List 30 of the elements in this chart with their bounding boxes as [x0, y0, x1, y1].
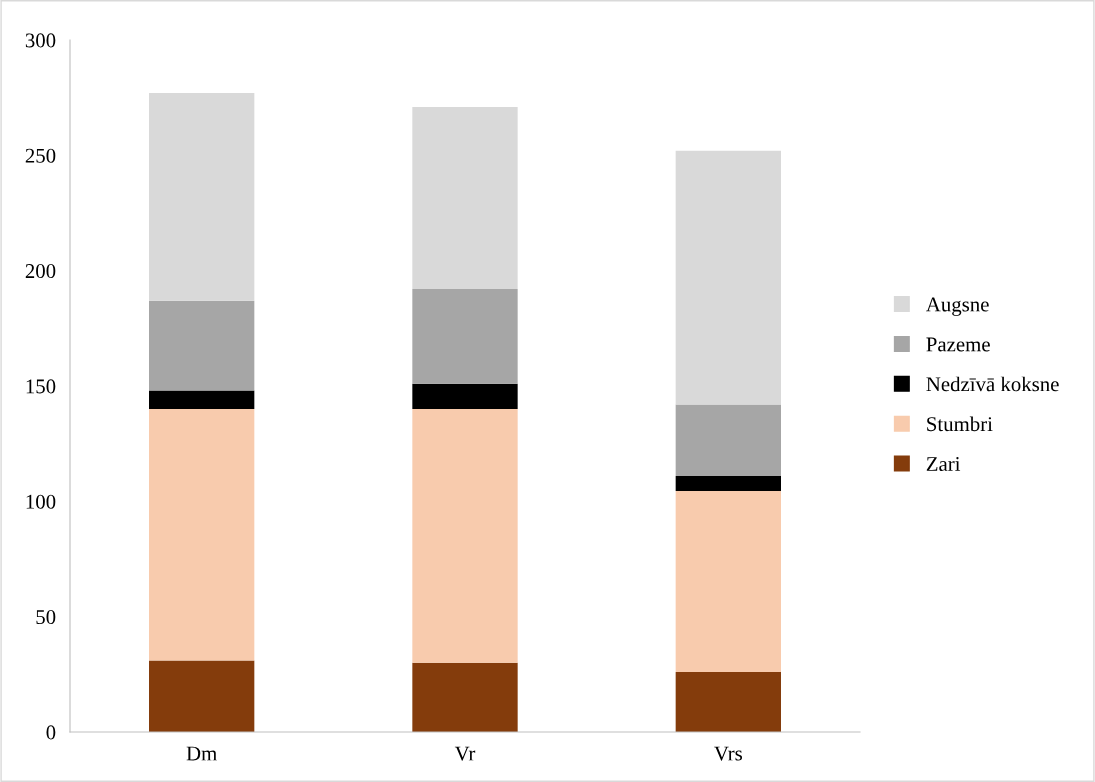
bar — [675, 490, 781, 673]
bar — [675, 672, 781, 732]
bar — [412, 383, 518, 410]
legend-label: Stumbri — [927, 416, 993, 432]
x-tick-label: Dm — [186, 746, 217, 761]
bar — [412, 409, 518, 663]
legend-label: Zari — [926, 457, 961, 472]
bar — [675, 404, 781, 476]
bar — [412, 106, 518, 290]
bar — [149, 660, 255, 732]
y-tick-label: 150 — [26, 379, 56, 394]
x-tick-label: Vr — [454, 746, 476, 761]
bar — [675, 475, 781, 491]
y-tick-label: 100 — [26, 494, 56, 509]
bar — [149, 300, 255, 391]
y-tick-label: 50 — [36, 610, 56, 625]
legend-label: Nedzīvā koksne — [926, 376, 1059, 392]
x-tick-label: Vrs — [714, 746, 742, 761]
bar — [412, 662, 518, 732]
bar — [675, 150, 781, 405]
legend-label: Pazeme — [926, 337, 990, 352]
legend-label: Augsne — [926, 297, 989, 316]
bar — [149, 409, 255, 661]
y-tick-label: 200 — [25, 264, 56, 279]
y-tick-label: 250 — [25, 148, 56, 163]
bar — [149, 93, 255, 301]
y-tick-label: 300 — [25, 33, 56, 48]
bar — [412, 289, 518, 384]
y-tick-label: 0 — [46, 725, 56, 740]
bar — [149, 390, 255, 410]
